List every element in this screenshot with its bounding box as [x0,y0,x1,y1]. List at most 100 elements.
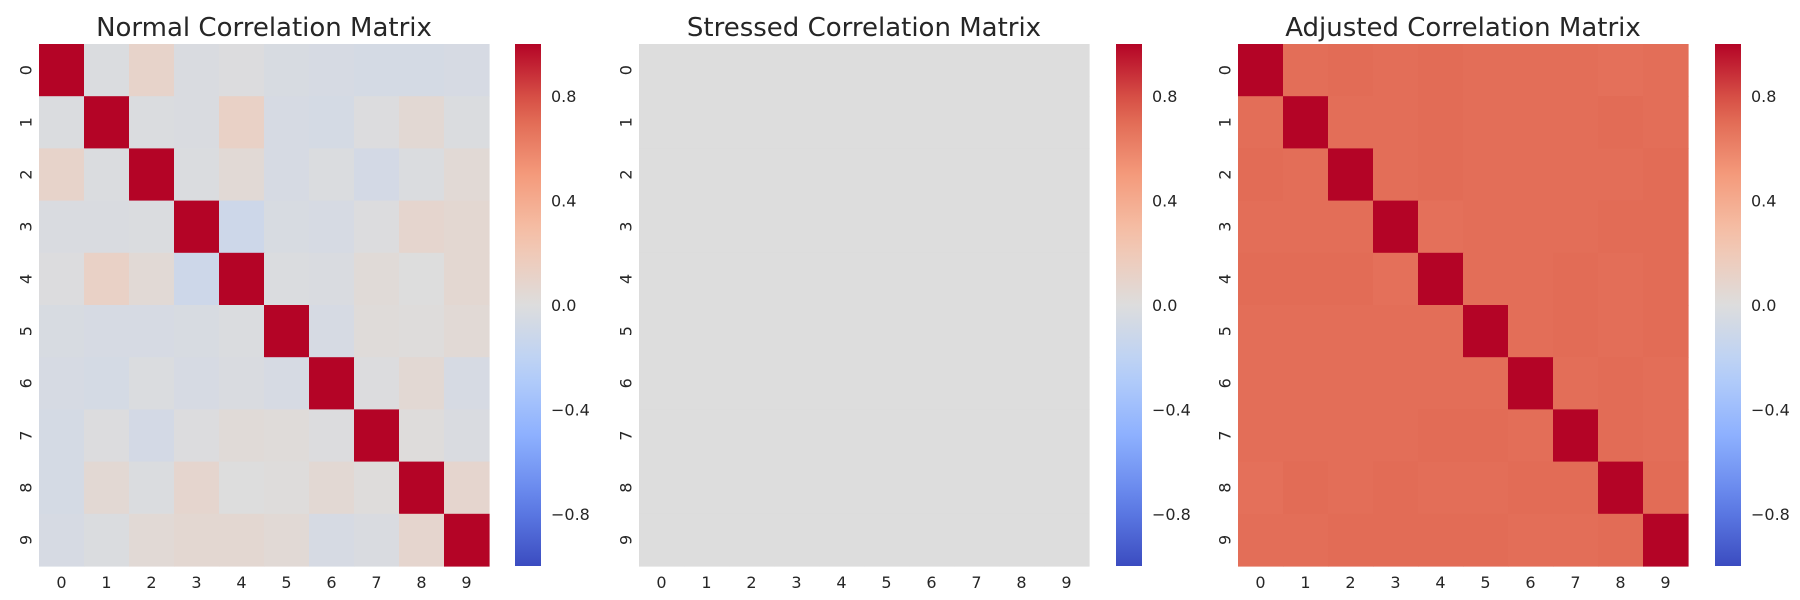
heatmap-cell-5-4 [1418,305,1464,358]
y-tick-label-2: 2 [617,169,636,179]
heatmap-cell-0-7 [1553,44,1599,97]
chart-title: Stressed Correlation Matrix [687,13,1041,43]
heatmap-cell-9-0 [639,513,685,567]
y-tick-label-7: 7 [617,430,636,440]
heatmap-cell-5-4 [219,305,265,358]
heatmap-cell-8-3 [1373,461,1419,515]
heatmap-cell-4-3 [1373,252,1419,306]
heatmap-cell-8-7 [954,461,1000,515]
heatmap-cell-9-0 [1238,513,1284,567]
heatmap-cell-9-9 [444,513,490,567]
colorbar-tick-label-0: 0.8 [1152,87,1177,106]
y-tick-label-1: 1 [17,117,36,127]
heatmap-cell-4-2 [1328,252,1374,306]
heatmap-cell-7-5 [864,409,910,463]
heatmap-cell-3-6 [309,200,355,254]
x-tick-label-8: 8 [1615,573,1625,592]
heatmap-cell-9-7 [954,513,1000,567]
x-tick-label-3: 3 [791,573,801,592]
heatmap-cell-7-4 [219,409,265,463]
heatmap-cell-7-3 [774,409,820,463]
heatmap-cell-1-3 [174,96,220,149]
heatmap-cell-4-6 [909,252,955,306]
x-tick-label-4: 4 [836,573,846,592]
heatmap-cell-1-0 [639,96,685,149]
heatmap-cell-1-4 [819,96,865,149]
heatmap-cell-4-8 [399,252,445,306]
heatmap-cell-0-3 [1373,44,1419,97]
heatmap-cell-8-8 [1598,461,1644,515]
heatmap-cell-3-3 [774,200,820,254]
heatmap-cell-6-2 [1328,357,1374,410]
heatmap-cell-7-2 [1328,409,1374,463]
x-tick-label-7: 7 [971,573,981,592]
heatmap-cell-4-1 [1283,252,1329,306]
heatmap-panel-1: Stressed Correlation Matrix 0 1 2 3 4 5 6 7 8 9 0 1 2… [617,13,1191,592]
heatmap-cell-4-5 [864,252,910,306]
x-tick-label-9: 9 [461,573,471,592]
colorbar-tick-label-2: 0.0 [1152,296,1177,315]
x-tick-label-1: 1 [1300,573,1310,592]
heatmap-cell-2-4 [819,148,865,202]
heatmap-cell-6-4 [819,357,865,410]
heatmap-cell-0-7 [354,44,400,97]
x-tick-label-7: 7 [1570,573,1580,592]
heatmap-cell-1-9 [1643,96,1689,149]
heatmap-cell-0-9 [444,44,490,97]
heatmap-cell-9-9 [1643,513,1689,567]
heatmap-cell-2-7 [1553,148,1599,202]
heatmap-cell-9-8 [1598,513,1644,567]
x-tick-label-6: 6 [926,573,936,592]
heatmap-cell-2-0 [1238,148,1284,202]
heatmap-cell-3-0 [639,200,685,254]
heatmap-cell-2-3 [1373,148,1419,202]
heatmap-cell-6-6 [909,357,955,410]
heatmap-cell-1-5 [1463,96,1509,149]
x-tick-label-4: 4 [1435,573,1445,592]
heatmap-cell-6-3 [1373,357,1419,410]
colorbar-tick-label-3: −0.4 [551,400,590,419]
heatmap-cell-3-3 [174,200,220,254]
x-tick-label-3: 3 [191,573,201,592]
heatmap-cell-9-1 [84,513,130,567]
heatmap-cell-3-5 [1463,200,1509,254]
heatmap-cell-1-5 [864,96,910,149]
x-tick-label-8: 8 [416,573,426,592]
y-tick-label-8: 8 [17,483,36,493]
colorbar-tick-label-0: 0.8 [551,87,576,106]
heatmap-cell-6-5 [1463,357,1509,410]
heatmap-cell-8-2 [1328,461,1374,515]
heatmap-cell-6-2 [129,357,175,410]
y-tick-label-0: 0 [17,65,36,75]
heatmap-cell-3-6 [1508,200,1554,254]
heatmap-cell-7-3 [174,409,220,463]
heatmap-cell-0-5 [264,44,310,97]
heatmap-cell-8-0 [39,461,85,515]
heatmap-cell-5-1 [684,305,730,358]
colorbar-tick-label-1: 0.4 [1751,192,1776,211]
heatmap-cell-2-7 [954,148,1000,202]
heatmap-cell-2-4 [219,148,265,202]
heatmap-cell-8-8 [399,461,445,515]
heatmap-cell-1-0 [39,96,85,149]
heatmap-cell-8-6 [909,461,955,515]
heatmap-cell-1-8 [1598,96,1644,149]
heatmap-cell-2-1 [84,148,130,202]
heatmap-cell-2-8 [399,148,445,202]
heatmap-cell-8-6 [309,461,355,515]
heatmap-cell-6-8 [1598,357,1644,410]
heatmap-cell-5-3 [174,305,220,358]
chart-title: Adjusted Correlation Matrix [1285,13,1641,43]
x-tick-label-2: 2 [146,573,156,592]
heatmap-cell-4-5 [1463,252,1509,306]
heatmap-cell-9-5 [864,513,910,567]
heatmap-cell-5-1 [84,305,130,358]
heatmap-cell-9-1 [1283,513,1329,567]
heatmap-cell-4-8 [999,252,1045,306]
heatmap-cell-9-3 [774,513,820,567]
heatmap-cell-2-6 [909,148,955,202]
heatmap-cell-6-9 [444,357,490,410]
heatmap-cell-6-3 [774,357,820,410]
heatmap-cell-2-5 [264,148,310,202]
